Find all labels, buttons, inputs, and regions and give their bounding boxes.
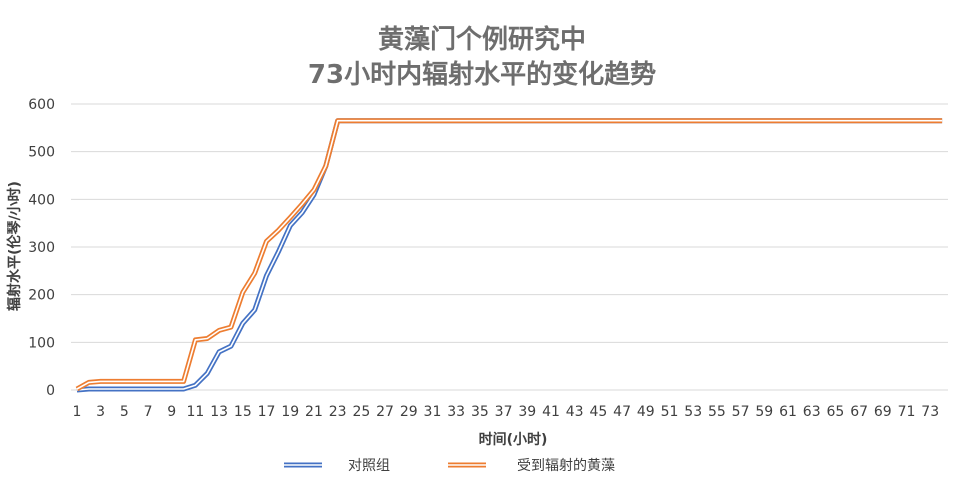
x-tick-label: 57: [732, 404, 750, 420]
series-lines: [75, 118, 943, 393]
series-line-inner: [76, 119, 943, 391]
x-tick-label: 71: [898, 404, 916, 420]
x-tick-label: 55: [708, 404, 726, 420]
x-tick-label: 67: [850, 404, 868, 420]
x-tick-label: 27: [376, 404, 394, 420]
x-tick-label: 11: [187, 404, 205, 420]
x-tick-label: 69: [874, 404, 892, 420]
y-axis-ticks: 0 100 200 300 400 500 600: [28, 97, 55, 399]
series-1-line: [76, 118, 943, 393]
x-tick-label: 21: [305, 404, 323, 420]
x-tick-label: 37: [495, 404, 513, 420]
series-2-line: [75, 118, 943, 392]
y-tick-label: 0: [46, 383, 55, 399]
x-tick-label: 49: [637, 404, 655, 420]
series-line-outer: [76, 118, 943, 393]
legend-label: 对照组: [348, 458, 390, 474]
x-tick-label: 35: [471, 404, 489, 420]
x-tick-label: 47: [613, 404, 631, 420]
legend: 对照组 受到辐射的黄藻: [284, 457, 615, 474]
series-line-inner: [76, 119, 943, 390]
x-tick-label: 63: [803, 404, 821, 420]
x-tick-label: 1: [72, 404, 81, 420]
chart-title-line-1: 黄藻门个例研究中: [378, 24, 586, 55]
x-axis-title: 时间(小时): [479, 431, 548, 448]
x-tick-label: 65: [826, 404, 844, 420]
x-tick-label: 9: [167, 404, 176, 420]
y-tick-label: 100: [28, 335, 55, 351]
x-tick-label: 33: [447, 404, 465, 420]
x-tick-label: 3: [96, 404, 105, 420]
x-tick-label: 61: [779, 404, 797, 420]
x-tick-label: 51: [661, 404, 679, 420]
y-axis-title: 辐射水平(伦琴/小时): [6, 181, 23, 311]
x-tick-label: 13: [210, 404, 228, 420]
x-tick-label: 45: [589, 404, 607, 420]
x-axis-ticks: 1 3 5 7 9 11 13 15 17 19 21 23 25 27 29 31 33 35 37 39 41 43 4…: [72, 404, 939, 420]
x-tick-label: 29: [400, 404, 418, 420]
x-tick-label: 31: [424, 404, 442, 420]
legend-item: 对照组: [284, 458, 390, 474]
x-tick-label: 7: [144, 404, 153, 420]
x-tick-label: 53: [684, 404, 702, 420]
x-tick-label: 73: [921, 404, 939, 420]
y-tick-label: 300: [28, 240, 55, 256]
x-tick-label: 43: [566, 404, 584, 420]
y-tick-label: 400: [28, 192, 55, 208]
x-tick-label: 41: [542, 404, 560, 420]
chart-title-line-2: 73小时内辐射水平的变化趋势: [308, 59, 656, 90]
y-tick-label: 600: [28, 97, 55, 113]
y-tick-label: 500: [28, 145, 55, 161]
x-tick-label: 23: [329, 404, 347, 420]
series-line-outer: [75, 118, 943, 392]
y-tick-label: 200: [28, 288, 55, 304]
x-tick-label: 5: [120, 404, 129, 420]
x-tick-label: 17: [258, 404, 276, 420]
x-tick-label: 59: [755, 404, 773, 420]
x-tick-label: 39: [518, 404, 536, 420]
x-tick-label: 25: [352, 404, 370, 420]
gridlines: [71, 103, 948, 391]
x-tick-label: 19: [281, 404, 299, 420]
legend-item: 受到辐射的黄藻: [448, 457, 615, 474]
legend-label: 受到辐射的黄藻: [517, 457, 615, 474]
x-tick-label: 15: [234, 404, 252, 420]
